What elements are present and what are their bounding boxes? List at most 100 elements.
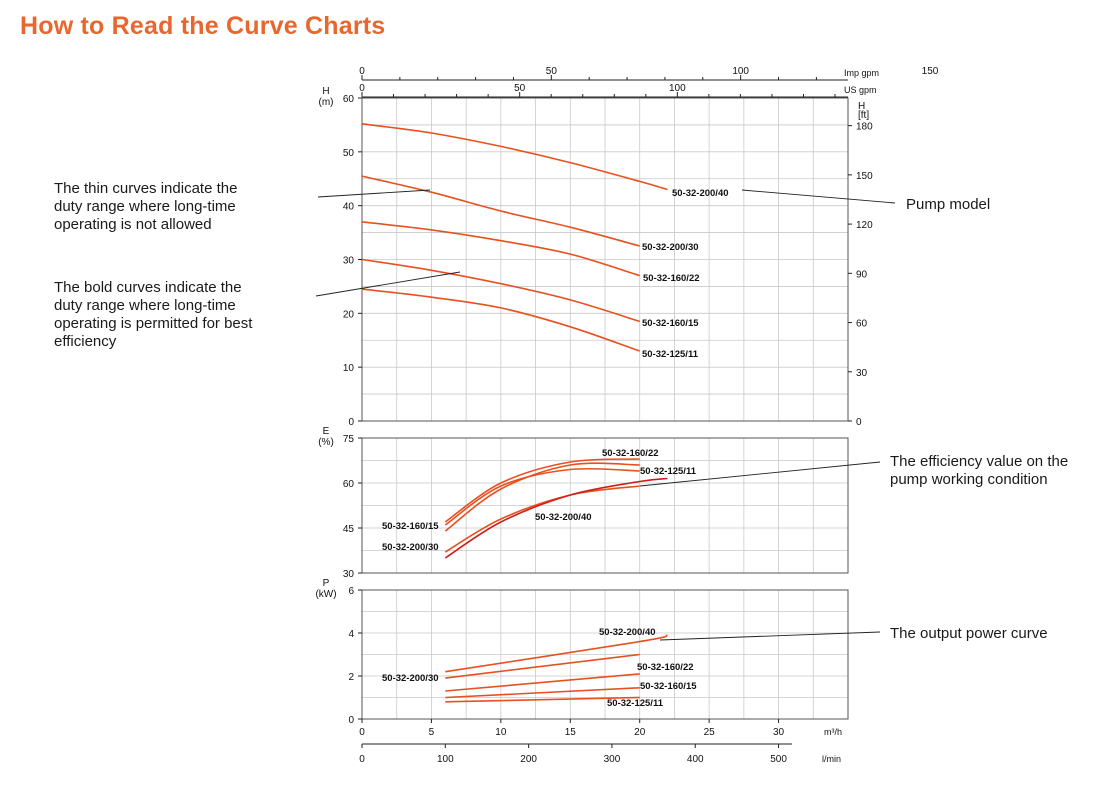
label-power-50-32-160-15: 50-32-160/15 (640, 681, 697, 692)
callout-efficiency: The efficiency value on the pump working… (890, 453, 1068, 489)
x2-tick-label: 200 (520, 754, 537, 765)
x2-tick-label: 500 (770, 754, 787, 765)
x-tick-label: 15 (565, 727, 577, 738)
curve-layer (361, 123, 668, 703)
x-tick-label: 5 (429, 727, 435, 738)
panel-frame (361, 437, 849, 574)
y-tick-label: 0 (348, 715, 354, 726)
label-eff-50-32-160-22: 50-32-160/22 (602, 448, 659, 459)
label-power-50-32-160-22: 50-32-160/22 (637, 662, 694, 673)
y-tick-label: 4 (348, 629, 354, 640)
curve-head-50-32-125-11 (361, 288, 640, 352)
page-title: How to Read the Curve Charts (20, 12, 386, 40)
x-axis-unit-label: m³/h (824, 727, 842, 737)
callout-power: The output power curve (890, 625, 1048, 643)
label-power-50-32-200-30: 50-32-200/30 (382, 673, 439, 684)
callout-power-text: The output power curve (890, 625, 1048, 642)
y-tick-label: 10 (343, 363, 355, 374)
callout-pump-model-text: Pump model (906, 196, 991, 213)
y-tick-label: 50 (343, 148, 355, 159)
x-tick-label: 10 (495, 727, 507, 738)
label-power-50-32-125-11: 50-32-125/11 (607, 698, 664, 709)
top-axis-tick-label: 0 (359, 83, 365, 94)
curve-power-50-32-200-30 (445, 653, 640, 679)
leader-line (659, 631, 881, 641)
panel-frame (361, 589, 849, 720)
label-head-50-32-125-11: 50-32-125/11 (642, 349, 699, 360)
y-right-axis-label: [ft] (858, 110, 869, 121)
y-axis-label: (m) (319, 97, 334, 108)
leader-layer (315, 189, 896, 641)
y-right-tick-label: 180 (856, 122, 873, 133)
callout-thin-curves: The thin curves indicate the duty range … (54, 180, 237, 234)
y-tick-label: 30 (343, 569, 355, 580)
curve-head-50-32-160-15 (361, 258, 640, 323)
y-right-tick-label: 0 (856, 417, 862, 428)
label-layer: 50-32-200/40 50-32-200/30 50-32-160/22 50-3… (382, 188, 729, 709)
label-head-50-32-160-22: 50-32-160/22 (643, 273, 700, 284)
curve-efficiency-50-32-200-40 (444, 477, 668, 559)
callout-thin-text: The thin curves indicate the duty range … (54, 180, 238, 233)
y-right-tick-label: 150 (856, 171, 873, 182)
curve-efficiency-50-32-160-15 (444, 462, 640, 532)
curve-power-50-32-200-40 (445, 634, 668, 673)
x-tick-label: 25 (704, 727, 716, 738)
y-axis-label: (kW) (315, 589, 336, 600)
y-tick-label: 45 (343, 524, 355, 535)
leader-line (639, 461, 881, 487)
leader-line (317, 189, 431, 198)
top-axis-unit-label: US gpm (844, 85, 877, 95)
x2-tick-label: 0 (359, 754, 365, 765)
top-axis-tick-label: 0 (359, 66, 365, 77)
label-eff-50-32-125-11: 50-32-125/11 (640, 466, 697, 477)
top-axis-tick-label: 50 (514, 83, 526, 94)
y-tick-label: 60 (343, 479, 355, 490)
label-eff-50-32-200-30: 50-32-200/30 (382, 542, 439, 553)
x-tick-label: 0 (359, 727, 365, 738)
y-right-tick-label: 90 (856, 269, 868, 280)
y-axis-label: H (322, 86, 329, 97)
y-tick-label: 60 (343, 94, 355, 105)
label-eff-50-32-200-40: 50-32-200/40 (535, 512, 592, 523)
x-tick-label: 30 (773, 727, 785, 738)
curve-power-50-32-160-15 (445, 687, 640, 699)
label-head-50-32-200-30: 50-32-200/30 (642, 242, 699, 253)
curve-head-50-32-200-30 (361, 175, 640, 247)
grid-layer (362, 98, 848, 719)
y-tick-label: 30 (343, 256, 355, 267)
x2-tick-label: 400 (687, 754, 704, 765)
callout-bold-curves: The bold curves indicate the duty range … (54, 279, 252, 351)
y-tick-label: 40 (343, 202, 355, 213)
curve-head-50-32-200-40 (361, 123, 668, 191)
top-axis-unit-label: Imp gpm (844, 68, 879, 78)
label-head-50-32-160-15: 50-32-160/15 (642, 318, 699, 329)
callout-bold-text: The bold curves indicate the duty range … (54, 279, 253, 350)
x2-tick-label: 100 (437, 754, 454, 765)
top-axis-tick-label: 100 (669, 83, 686, 94)
y-right-tick-label: 120 (856, 220, 873, 231)
label-eff-50-32-160-15: 50-32-160/15 (382, 521, 439, 532)
curve-power-50-32-125-11 (445, 696, 640, 703)
top-axis-tick-label: 50 (546, 66, 558, 77)
y-axis-label: E (323, 426, 330, 437)
y-right-tick-label: 60 (856, 319, 868, 330)
top-axis-tick-label: 150 (922, 66, 939, 77)
x2-tick-label: 300 (604, 754, 621, 765)
curve-power-50-32-160-22 (445, 673, 640, 692)
y-right-axis-label: H (858, 101, 865, 112)
label-head-50-32-200-40: 50-32-200/40 (672, 188, 729, 199)
curve-efficiency-50-32-125-11 (444, 467, 640, 526)
y-right-tick-label: 30 (856, 368, 868, 379)
y-tick-label: 75 (343, 434, 355, 445)
curve-efficiency-50-32-160-22 (444, 458, 640, 523)
y-tick-label: 20 (343, 309, 355, 320)
y-tick-label: 2 (348, 672, 354, 683)
top-axis-tick-label: 100 (732, 66, 749, 77)
y-tick-label: 6 (348, 586, 354, 597)
leader-line (315, 271, 461, 297)
y-axis-label: (%) (318, 437, 334, 448)
y-axis-label: P (323, 578, 330, 589)
callout-efficiency-text: The efficiency value on the pump working… (890, 453, 1069, 488)
axis-layer: 0102030405060H(m)30456075E(%)0246P(kW)03… (315, 66, 938, 765)
x-tick-label: 20 (634, 727, 646, 738)
